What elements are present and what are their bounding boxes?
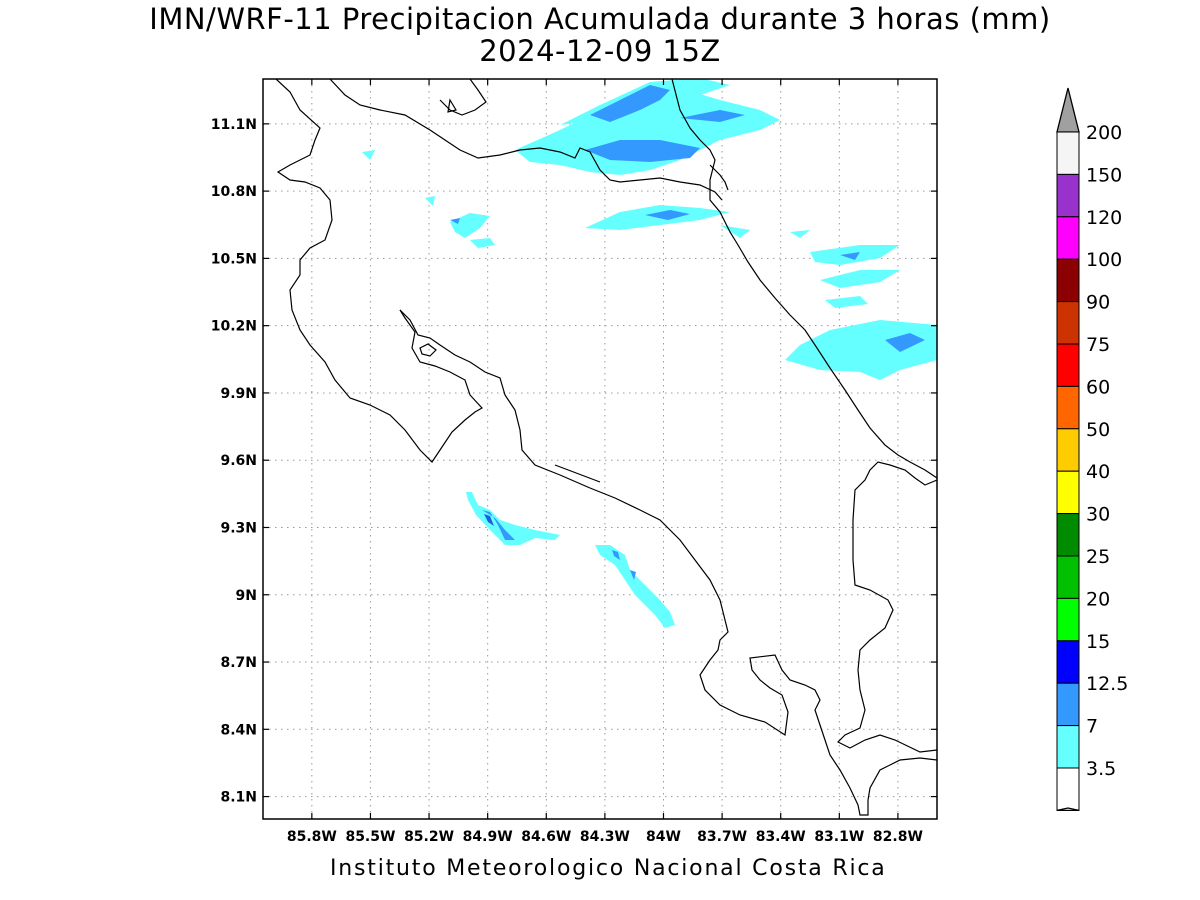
colorbar-label: 20 <box>1086 588 1110 610</box>
colorbar-swatch <box>1056 258 1080 303</box>
precip-area <box>450 213 490 238</box>
precip-area <box>362 150 375 160</box>
lat-tick-label: 8.4N <box>220 722 257 738</box>
axis-ticks: 11.1N 10.8N 10.5N 10.2N 9.9N 9.6N 9.3N 9N 8.7N 8.… <box>211 79 937 845</box>
colorbar-swatch <box>1056 301 1080 345</box>
precip-area <box>482 510 515 540</box>
colorbar-swatch <box>1056 555 1080 599</box>
lon-tick-label: 85.5W <box>345 829 395 845</box>
colorbar-swatch <box>1056 682 1080 727</box>
lon-tick-label: 83.1W <box>814 829 864 845</box>
precip-area <box>680 110 745 122</box>
colorbar-swatch <box>1056 597 1080 642</box>
map-title: IMN/WRF-11 Precipitacion Acumulada duran… <box>149 2 1051 36</box>
colorbar-swatch <box>1056 216 1080 260</box>
colorbar-bottom-arrow <box>1056 807 1080 812</box>
colorbar-label: 200 <box>1086 122 1122 144</box>
colorbar-label: 120 <box>1086 207 1122 229</box>
precip-area <box>484 514 494 526</box>
colorbar-swatch <box>1056 513 1080 557</box>
precip-area <box>630 570 636 580</box>
lon-tick-label: 84.6W <box>521 829 571 845</box>
lon-tick-label: 84.9W <box>463 829 513 845</box>
colorbar-top-arrow <box>1056 87 1080 133</box>
lat-tick-label: 10.8N <box>211 184 257 200</box>
colorbar-label: 15 <box>1086 631 1110 653</box>
lon-tick-label: 85.8W <box>287 829 337 845</box>
colorbar-label: 100 <box>1086 249 1122 271</box>
colorbar-label: 75 <box>1086 334 1110 356</box>
precip-area <box>585 140 700 162</box>
precip-area <box>595 545 675 628</box>
precip-area <box>425 196 435 206</box>
lat-tick-label: 10.5N <box>211 251 257 267</box>
precip-area <box>785 320 937 380</box>
lon-tick-label: 82.8W <box>873 829 923 845</box>
colorbar-swatch <box>1056 767 1080 811</box>
colorbar-swatch <box>1056 343 1080 387</box>
precip-area <box>790 230 810 238</box>
lat-tick-label: 8.7N <box>220 655 257 671</box>
colorbar-label: 25 <box>1086 546 1110 568</box>
lat-tick-label: 10.2N <box>211 319 257 335</box>
colorbar-label: 150 <box>1086 164 1122 186</box>
lon-tick-label: 84.3W <box>580 829 630 845</box>
lat-tick-label: 11.1N <box>211 117 257 133</box>
lat-tick-label: 9.6N <box>220 453 257 469</box>
map-grid <box>263 79 937 819</box>
lon-tick-label: 85.2W <box>404 829 454 845</box>
precip-area <box>825 296 868 308</box>
precip-area <box>820 270 900 288</box>
lat-tick-label: 9N <box>236 588 257 604</box>
colorbar-swatch <box>1056 173 1080 218</box>
precip-area <box>590 85 670 122</box>
colorbar-label: 40 <box>1086 461 1110 483</box>
precip-area <box>885 333 925 352</box>
precip-area <box>612 550 620 560</box>
lat-tick-label: 9.9N <box>220 386 257 402</box>
lat-tick-label: 9.3N <box>220 520 257 536</box>
map-date: 2024-12-09 15Z <box>479 34 721 68</box>
precip-area <box>515 88 780 175</box>
coastline <box>275 79 937 816</box>
precip-area <box>470 238 495 248</box>
colorbar: 200 150 120 100 90 75 60 50 40 30 25 20 15 12.5 7 3.5 <box>1056 87 1128 812</box>
colorbar-label: 3.5 <box>1086 758 1116 780</box>
colorbar-label: 90 <box>1086 292 1110 314</box>
precip-area <box>840 252 860 260</box>
colorbar-label: 50 <box>1086 419 1110 441</box>
lon-tick-label: 84W <box>646 829 681 845</box>
credit-text: Instituto Meteorologico Nacional Costa R… <box>330 856 887 881</box>
lat-tick-label: 8.1N <box>220 790 257 806</box>
precip-area <box>645 210 690 220</box>
precip-area <box>720 225 750 238</box>
colorbar-swatch <box>1056 131 1080 175</box>
colorbar-label: 60 <box>1086 376 1110 398</box>
precip-area <box>450 218 460 224</box>
colorbar-swatch <box>1056 385 1080 430</box>
colorbar-swatch <box>1056 470 1080 515</box>
precip-area <box>466 492 560 545</box>
precipitation-field <box>362 79 937 628</box>
colorbar-label: 30 <box>1086 504 1110 526</box>
colorbar-swatch <box>1056 428 1080 472</box>
colorbar-swatch <box>1056 725 1080 769</box>
map-frame <box>262 78 938 820</box>
colorbar-swatch <box>1056 640 1080 684</box>
colorbar-label: 12.5 <box>1086 673 1128 695</box>
lon-tick-label: 83.7W <box>697 829 747 845</box>
lon-tick-label: 83.4W <box>756 829 806 845</box>
colorbar-label: 7 <box>1086 716 1098 738</box>
